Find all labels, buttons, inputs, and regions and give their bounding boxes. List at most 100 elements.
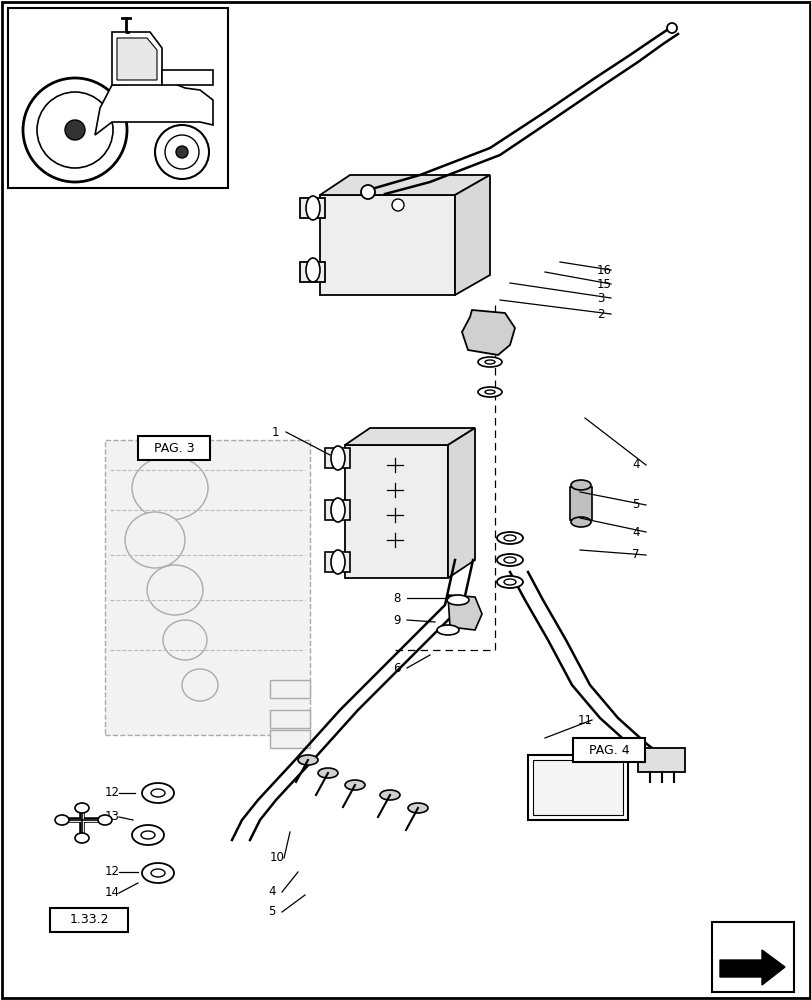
Ellipse shape bbox=[298, 755, 318, 765]
Ellipse shape bbox=[496, 554, 522, 566]
Ellipse shape bbox=[331, 498, 345, 522]
Ellipse shape bbox=[331, 446, 345, 470]
Ellipse shape bbox=[132, 825, 164, 845]
Ellipse shape bbox=[484, 360, 495, 364]
Ellipse shape bbox=[132, 456, 208, 520]
Ellipse shape bbox=[142, 863, 174, 883]
Bar bbox=[8, 8, 228, 188]
Text: 8: 8 bbox=[393, 591, 400, 604]
Text: 13: 13 bbox=[105, 810, 120, 823]
Text: 4: 4 bbox=[268, 886, 275, 898]
Bar bbox=[711, 922, 793, 992]
Polygon shape bbox=[320, 195, 454, 295]
Polygon shape bbox=[270, 710, 310, 728]
Bar bbox=[105, 440, 310, 735]
Polygon shape bbox=[719, 950, 784, 985]
Ellipse shape bbox=[75, 833, 89, 843]
Ellipse shape bbox=[142, 783, 174, 803]
Ellipse shape bbox=[306, 258, 320, 282]
Polygon shape bbox=[454, 175, 489, 295]
Circle shape bbox=[165, 135, 199, 169]
Polygon shape bbox=[299, 198, 324, 218]
Circle shape bbox=[176, 146, 188, 158]
Bar bbox=[532, 760, 622, 815]
Ellipse shape bbox=[318, 768, 337, 778]
Ellipse shape bbox=[484, 390, 495, 394]
Ellipse shape bbox=[504, 579, 515, 585]
Ellipse shape bbox=[151, 869, 165, 877]
Bar bbox=[138, 436, 210, 460]
Circle shape bbox=[361, 185, 375, 199]
Text: 14: 14 bbox=[105, 886, 120, 900]
Text: 12: 12 bbox=[105, 786, 120, 799]
Ellipse shape bbox=[446, 595, 469, 605]
Circle shape bbox=[666, 23, 676, 33]
Polygon shape bbox=[162, 70, 212, 85]
Polygon shape bbox=[95, 82, 212, 135]
Bar bbox=[527, 755, 627, 820]
Text: 4: 4 bbox=[631, 526, 639, 538]
Text: 11: 11 bbox=[577, 713, 592, 726]
Text: 5: 5 bbox=[631, 498, 638, 512]
Polygon shape bbox=[461, 310, 514, 355]
Polygon shape bbox=[345, 445, 448, 578]
Circle shape bbox=[155, 125, 208, 179]
Ellipse shape bbox=[478, 387, 501, 397]
Bar bbox=[50, 908, 128, 932]
Ellipse shape bbox=[380, 790, 400, 800]
Polygon shape bbox=[448, 428, 474, 578]
Text: PAG. 4: PAG. 4 bbox=[588, 743, 629, 756]
Circle shape bbox=[37, 92, 113, 168]
Ellipse shape bbox=[504, 535, 515, 541]
Ellipse shape bbox=[504, 557, 515, 563]
Ellipse shape bbox=[436, 625, 458, 635]
Text: 4: 4 bbox=[631, 458, 639, 472]
Ellipse shape bbox=[345, 780, 365, 790]
Text: 1: 1 bbox=[272, 426, 279, 438]
Ellipse shape bbox=[151, 789, 165, 797]
Ellipse shape bbox=[98, 815, 112, 825]
Text: 1.33.2: 1.33.2 bbox=[69, 913, 109, 926]
Ellipse shape bbox=[306, 196, 320, 220]
Polygon shape bbox=[324, 448, 350, 468]
Polygon shape bbox=[569, 487, 591, 520]
Polygon shape bbox=[324, 500, 350, 520]
Text: 5: 5 bbox=[268, 905, 275, 918]
Text: 9: 9 bbox=[393, 613, 400, 626]
Ellipse shape bbox=[496, 532, 522, 544]
Polygon shape bbox=[637, 748, 684, 772]
Text: 6: 6 bbox=[393, 662, 400, 674]
Ellipse shape bbox=[163, 620, 207, 660]
Text: PAG. 3: PAG. 3 bbox=[153, 442, 194, 454]
Polygon shape bbox=[299, 262, 324, 282]
Ellipse shape bbox=[407, 803, 427, 813]
Ellipse shape bbox=[55, 815, 69, 825]
Ellipse shape bbox=[75, 803, 89, 813]
Polygon shape bbox=[112, 32, 162, 85]
Text: 3: 3 bbox=[596, 292, 603, 304]
Bar bbox=[573, 738, 644, 762]
Ellipse shape bbox=[478, 357, 501, 367]
Ellipse shape bbox=[141, 831, 155, 839]
Circle shape bbox=[65, 120, 85, 140]
Circle shape bbox=[23, 78, 127, 182]
Polygon shape bbox=[345, 428, 474, 445]
Text: 7: 7 bbox=[631, 548, 639, 562]
Polygon shape bbox=[117, 38, 157, 80]
Ellipse shape bbox=[147, 565, 203, 615]
Polygon shape bbox=[270, 680, 310, 698]
Polygon shape bbox=[270, 730, 310, 748]
Text: 10: 10 bbox=[270, 851, 285, 864]
Polygon shape bbox=[324, 552, 350, 572]
Circle shape bbox=[392, 199, 404, 211]
Polygon shape bbox=[320, 175, 489, 195]
Ellipse shape bbox=[496, 576, 522, 588]
Text: 16: 16 bbox=[596, 263, 611, 276]
Polygon shape bbox=[448, 595, 482, 630]
Ellipse shape bbox=[125, 512, 185, 568]
Ellipse shape bbox=[331, 550, 345, 574]
Text: 12: 12 bbox=[105, 865, 120, 878]
Ellipse shape bbox=[182, 669, 217, 701]
Text: 15: 15 bbox=[596, 277, 611, 290]
Ellipse shape bbox=[570, 517, 590, 527]
